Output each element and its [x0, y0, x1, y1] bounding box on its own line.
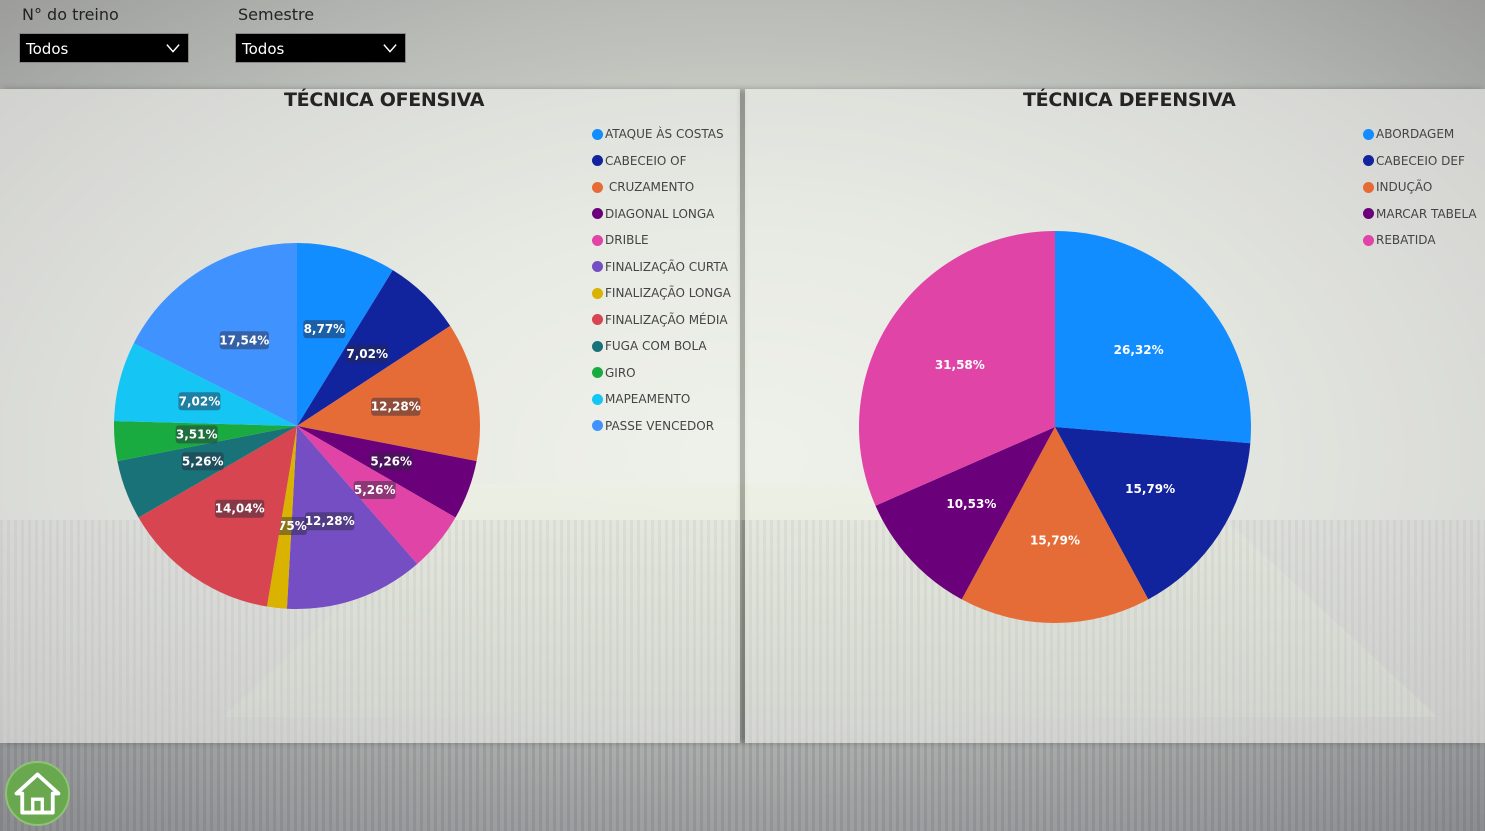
svg-text:8,77%: 8,77%: [304, 322, 346, 336]
pie-chart-ofensiva: 8,77%7,02%12,28%5,26%5,26%12,28%1,75%14,…: [0, 89, 740, 743]
svg-text:7,02%: 7,02%: [179, 394, 221, 408]
svg-text:15,79%: 15,79%: [1030, 534, 1080, 548]
pie-label-5: 12,28%: [305, 512, 355, 530]
pie-label-1: 15,79%: [1125, 482, 1175, 496]
pie-label-3: 5,26%: [370, 452, 412, 470]
dropdown-treino[interactable]: Todos: [19, 33, 189, 63]
pie-label-4: 5,26%: [354, 481, 396, 499]
svg-text:12,28%: 12,28%: [305, 514, 355, 528]
filter-label-semestre: Semestre: [238, 5, 314, 24]
svg-text:26,32%: 26,32%: [1114, 343, 1164, 357]
pie-label-0: 26,32%: [1114, 343, 1164, 357]
pie-label-3: 10,53%: [946, 497, 996, 511]
chart-panel-ofensiva: TÉCNICA OFENSIVA ATAQUE ÀS COSTAS CABECEI…: [0, 89, 740, 743]
dropdown-semestre[interactable]: Todos: [235, 33, 406, 63]
svg-text:5,26%: 5,26%: [182, 454, 224, 468]
svg-text:5,26%: 5,26%: [354, 483, 396, 497]
pie-label-9: 3,51%: [176, 425, 218, 443]
svg-text:7,02%: 7,02%: [346, 347, 388, 361]
svg-text:31,58%: 31,58%: [935, 358, 985, 372]
home-icon: [7, 763, 68, 824]
svg-text:17,54%: 17,54%: [219, 333, 269, 347]
pie-label-7: 14,04%: [215, 500, 265, 518]
svg-text:15,79%: 15,79%: [1125, 482, 1175, 496]
svg-text:10,53%: 10,53%: [946, 497, 996, 511]
filter-label-treino: N° do treino: [22, 5, 119, 24]
pie-label-8: 5,26%: [182, 452, 224, 470]
pie-label-2: 15,79%: [1030, 534, 1080, 548]
pie-label-1: 7,02%: [346, 345, 388, 363]
svg-text:3,51%: 3,51%: [176, 427, 218, 441]
svg-text:5,26%: 5,26%: [370, 454, 412, 468]
pie-slice-0[interactable]: [1055, 231, 1251, 443]
dropdown-semestre-value: Todos: [242, 40, 284, 58]
home-button[interactable]: [5, 761, 70, 826]
pie-chart-defensiva: 26,32% 15,79% 15,79% 10,53% 31,58%: [745, 89, 1485, 743]
chevron-down-icon: [164, 42, 182, 56]
chevron-down-icon: [381, 42, 399, 56]
pie-label-0: 8,77%: [303, 320, 345, 338]
pie-label-10: 7,02%: [178, 392, 220, 410]
pie-label-11: 17,54%: [219, 331, 269, 349]
dropdown-treino-value: Todos: [26, 40, 68, 58]
svg-text:14,04%: 14,04%: [215, 502, 265, 516]
chart-panel-defensiva: TÉCNICA DEFENSIVA ABORDAGEM CABECEIO DEF I…: [745, 89, 1485, 743]
svg-text:12,28%: 12,28%: [371, 400, 421, 414]
pie-label-2: 12,28%: [371, 398, 421, 416]
pie-label-4: 31,58%: [935, 358, 985, 372]
